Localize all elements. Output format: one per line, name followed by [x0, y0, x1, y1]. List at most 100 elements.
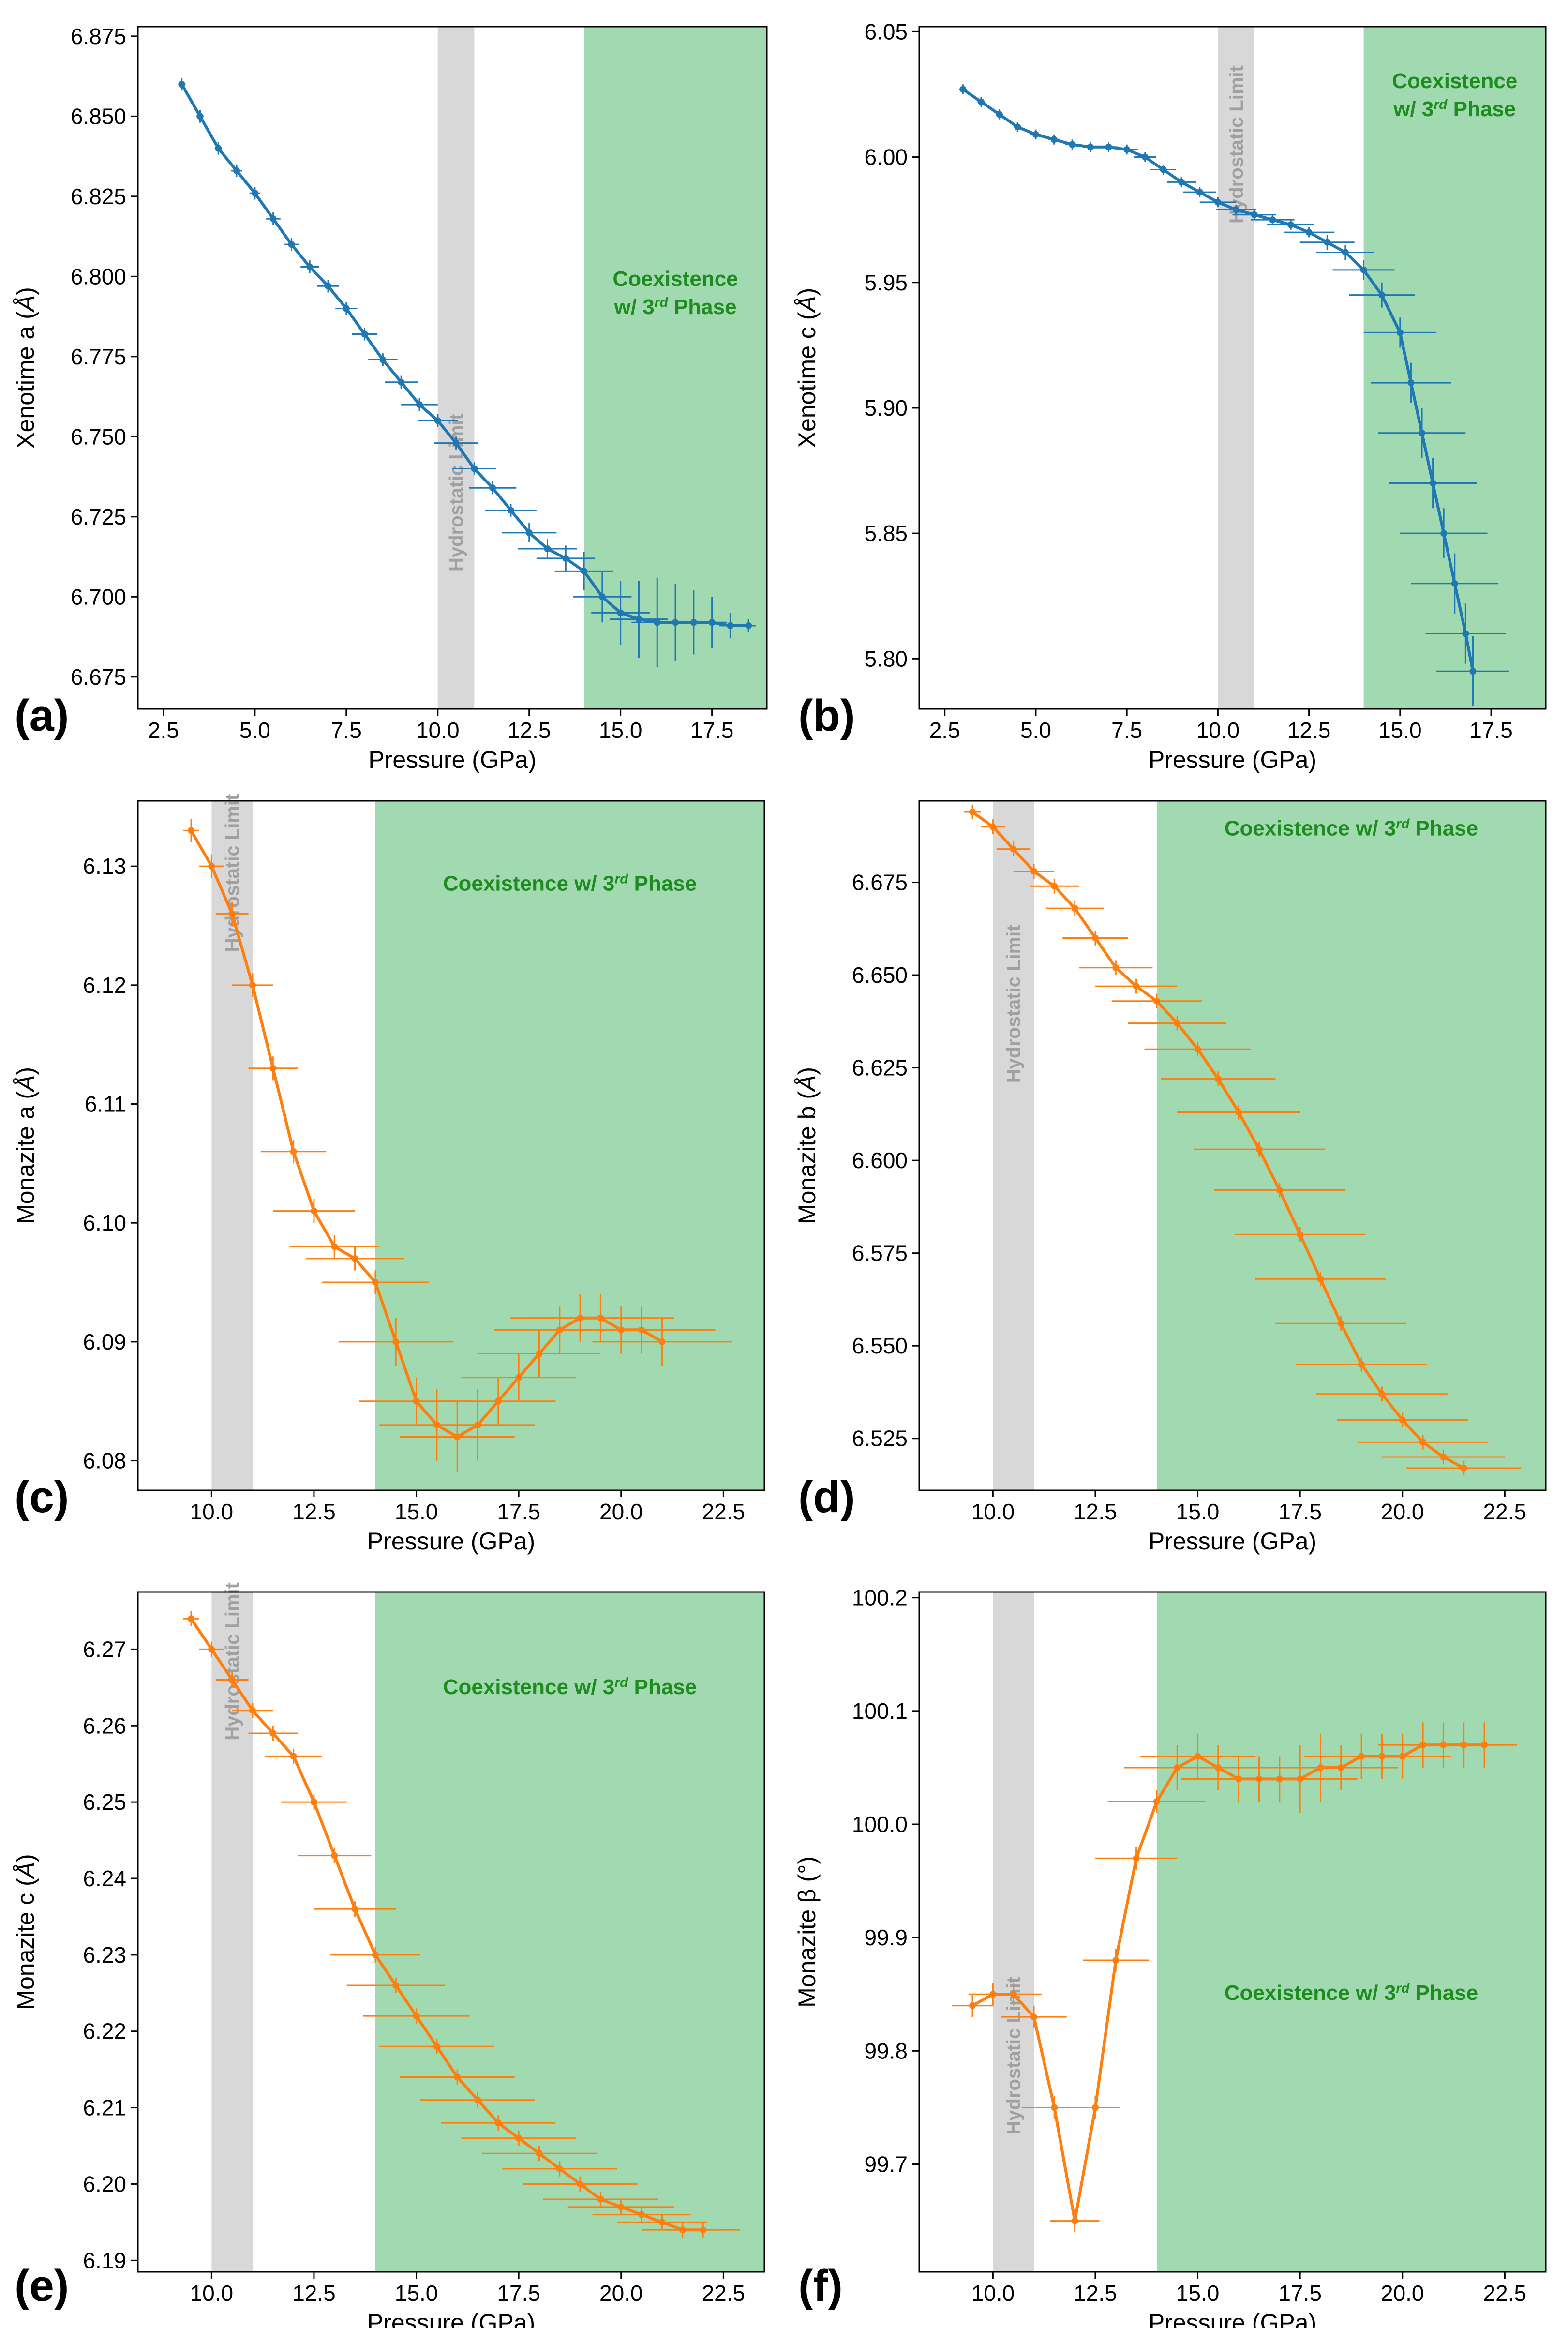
data-point [638, 2211, 645, 2218]
y-tick-label: 5.85 [864, 521, 908, 546]
y-tick-label: 6.775 [71, 344, 126, 369]
data-point [1305, 229, 1313, 236]
coexistence-label-superscript: rd [614, 1674, 628, 1689]
data-point [331, 1852, 338, 1859]
coexistence-label-line1: Coexistence [612, 267, 738, 291]
data-point [989, 823, 997, 830]
y-tick-label: 6.11 [85, 1092, 126, 1117]
x-tick-label: 5.0 [239, 718, 270, 743]
y-axis-label-unit: Å [12, 295, 39, 313]
data-point [536, 2150, 543, 2157]
y-tick-label: 6.20 [83, 2171, 126, 2196]
data-point [1378, 1390, 1386, 1397]
coexistence-label: Coexistence w/ 3rd Phase [443, 871, 697, 896]
data-point [1032, 131, 1039, 138]
data-point [556, 1326, 563, 1334]
data-point [228, 910, 236, 917]
data-point [1069, 141, 1076, 148]
y-tick-label: 6.21 [83, 2095, 126, 2120]
data-point [1153, 1798, 1160, 1805]
y-tick-label: 6.10 [83, 1210, 126, 1235]
y-tick-label: 6.550 [852, 1333, 908, 1358]
data-point [1141, 153, 1149, 161]
data-point [1378, 291, 1386, 299]
data-point [562, 555, 569, 562]
y-tick-label: 6.625 [852, 1055, 908, 1081]
y-tick-label: 6.00 [864, 145, 908, 170]
hydrostatic-limit-label: Hydrostatic Limit [1003, 925, 1025, 1083]
panel-label: (c) [15, 1472, 69, 1522]
data-point [969, 2002, 976, 2009]
data-point [1317, 1276, 1324, 1283]
data-point [1419, 1742, 1427, 1749]
x-tick-label: 17.5 [690, 718, 734, 743]
data-point [1091, 2104, 1099, 2111]
x-tick-label: 12.5 [1287, 718, 1331, 743]
coexistence-label-line2: w/ 3rd Phase [1393, 96, 1516, 121]
data-point [1071, 905, 1078, 912]
y-tick-label: 6.575 [852, 1241, 908, 1266]
data-point [638, 1326, 645, 1334]
x-tick-label: 15.0 [395, 2281, 438, 2306]
coexistence-label-part: w/ 3 [614, 295, 655, 319]
data-point [1317, 1764, 1324, 1771]
coexistence-label-part: w/ 3 [1393, 97, 1434, 121]
data-point [196, 113, 204, 120]
data-point [413, 2013, 420, 2020]
data-point [977, 98, 985, 105]
y-axis-label-main: Xenotime c ( [793, 312, 821, 448]
y-axis-label: Xenotime c (Å) [793, 288, 821, 448]
x-tick-label: 15.0 [599, 718, 642, 743]
y-axis-label-unit: Å [793, 296, 821, 313]
y-axis-label: Monazite b (Å) [793, 1067, 821, 1224]
data-point [1460, 1742, 1467, 1749]
data-series [183, 818, 732, 1473]
x-axis-label: Pressure (GPa) [368, 746, 536, 773]
data-point [471, 465, 478, 472]
x-tick-label: 7.5 [331, 718, 362, 743]
data-point [310, 1799, 317, 1806]
data-point [1358, 1361, 1365, 1368]
y-tick-label: 6.22 [83, 2019, 126, 2044]
data-point [249, 981, 256, 989]
data-point [1030, 2013, 1037, 2021]
data-point [617, 2203, 625, 2210]
data-point [577, 1314, 584, 1322]
data-point [1174, 1764, 1181, 1771]
y-tick-label: 6.12 [83, 973, 126, 998]
data-point [343, 305, 350, 312]
data-point [306, 263, 314, 270]
y-tick-label: 6.19 [83, 2248, 126, 2273]
coexistence-label-superscript: rd [655, 294, 669, 309]
data-point [1235, 1775, 1242, 1783]
data-point [331, 1243, 338, 1250]
panel-b: Hydrostatic Limit Coexistence w/ 3rd Phase… [793, 19, 1547, 773]
data-point [1337, 1764, 1344, 1771]
data-point [474, 2096, 481, 2103]
data-point [679, 2226, 686, 2234]
plot-frame [918, 26, 1547, 710]
hydrostatic-limit-label: Hydrostatic Limit [1226, 65, 1247, 224]
data-point [658, 2219, 666, 2226]
hydrostatic-band [993, 1592, 1034, 2272]
data-point [525, 529, 533, 536]
plot-frame [918, 800, 1547, 1491]
data-point [290, 1148, 297, 1155]
data-point [1071, 2217, 1078, 2224]
data-point [433, 2043, 440, 2050]
x-tick-label: 12.5 [1074, 2281, 1117, 2306]
x-tick-label: 10.0 [190, 1499, 234, 1524]
data-point [1174, 1020, 1181, 1027]
data-point [597, 1314, 604, 1322]
data-point [208, 863, 215, 870]
data-series [178, 77, 756, 667]
y-tick-label: 6.23 [83, 1942, 126, 1968]
coexistence-label: Coexistence w/ 3rd Phase [1225, 816, 1478, 841]
data-point [1399, 1753, 1406, 1760]
x-tick-label: 12.5 [508, 718, 551, 743]
y-tick-label: 100.0 [852, 1812, 908, 1837]
x-tick-label: 10.0 [416, 718, 460, 743]
data-point [474, 1421, 481, 1428]
x-tick-label: 15.0 [1378, 718, 1422, 743]
x-tick-label: 15.0 [395, 1499, 438, 1524]
